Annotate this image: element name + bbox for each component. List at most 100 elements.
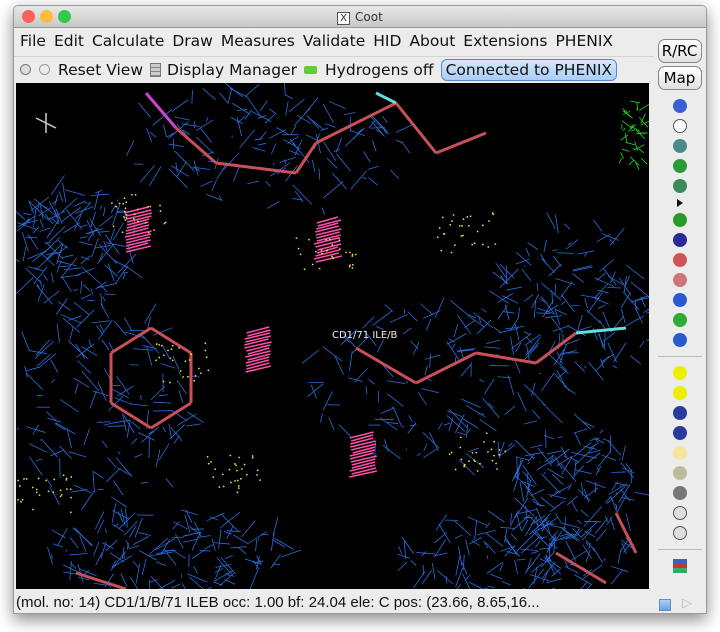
density-mesh-line (490, 573, 503, 580)
density-mesh-line (57, 528, 68, 546)
density-mesh-line (448, 408, 469, 429)
minimize-button[interactable] (40, 10, 53, 23)
more-icon[interactable] (676, 199, 683, 207)
phenix-connection-button[interactable]: Connected to PHENIX (440, 58, 618, 81)
density-mesh-line (79, 224, 88, 228)
density-mesh-line (87, 299, 95, 302)
redo-icon[interactable] (672, 526, 687, 540)
contact-dot (115, 205, 118, 208)
flip-peptide-icon[interactable] (672, 293, 687, 307)
density-mesh-line (178, 370, 182, 376)
rotamers-icon[interactable] (672, 233, 687, 247)
density-mesh-line (56, 260, 77, 267)
density-mesh-line (456, 348, 476, 352)
density-mesh-line (526, 345, 530, 363)
map-button[interactable]: Map (657, 66, 702, 90)
add-terminal-residue-icon[interactable] (672, 313, 687, 327)
density-mesh-line (104, 234, 120, 255)
menu-validate[interactable]: Validate (302, 31, 366, 50)
density-mesh-line (236, 117, 243, 137)
rigid-body-fit-icon[interactable] (672, 139, 687, 153)
density-mesh-line (83, 428, 90, 446)
density-mesh-line (586, 309, 601, 324)
menu-extensions[interactable]: Extensions (463, 31, 548, 50)
undo-icon[interactable] (672, 506, 687, 520)
display-manager-button[interactable]: Display Manager (150, 61, 297, 79)
density-mesh-line (181, 583, 189, 594)
density-mesh-line (172, 521, 180, 530)
density-mesh-line (23, 212, 32, 216)
contact-dot (256, 469, 259, 472)
torsion-general-icon[interactable] (672, 273, 687, 287)
zoom-button[interactable] (58, 10, 71, 23)
contact-dot (459, 446, 462, 449)
edit-chi-angles-icon[interactable] (672, 253, 687, 267)
density-mesh-line (609, 517, 615, 531)
add-atom-icon[interactable] (672, 406, 687, 420)
menu-phenix[interactable]: PHENIX (555, 31, 614, 50)
real-space-refine-icon[interactable] (672, 159, 687, 173)
density-mesh-line (465, 539, 470, 556)
menu-draw[interactable]: Draw (172, 31, 213, 50)
contact-dot (123, 197, 126, 200)
density-mesh-line (574, 469, 592, 475)
density-mesh-line (560, 527, 580, 541)
difference-map-line (641, 157, 648, 165)
density-mesh-line (564, 339, 580, 346)
centre-atom-icon[interactable] (672, 119, 687, 133)
density-mesh-line (350, 130, 365, 137)
density-mesh-line (78, 241, 93, 246)
density-mesh-line (168, 143, 184, 148)
density-mesh-line (28, 234, 39, 250)
menu-calculate[interactable]: Calculate (91, 31, 165, 50)
clear-pending-icon[interactable] (672, 486, 687, 500)
contact-dot (112, 225, 115, 228)
menu-file[interactable]: File (20, 31, 46, 50)
molecule-scene[interactable] (14, 82, 664, 607)
density-mesh-line (293, 107, 311, 127)
rrc-button[interactable]: R/RC (657, 39, 702, 63)
density-mesh-line (224, 531, 233, 535)
density-mesh-line (128, 525, 137, 538)
density-mesh-line (416, 452, 421, 456)
regularize-icon[interactable] (672, 179, 687, 193)
density-mesh-line (25, 366, 41, 372)
backbone-torsion-icon[interactable] (672, 333, 687, 347)
back-icon[interactable] (20, 64, 31, 75)
menu-about[interactable]: About (409, 31, 456, 50)
contact-dot (59, 489, 62, 492)
mutate-icon[interactable] (672, 466, 687, 480)
difference-map-line (635, 161, 640, 171)
reset-view-button[interactable]: Reset View (58, 61, 143, 79)
place-atom-icon[interactable] (672, 426, 687, 440)
density-mesh-line (102, 296, 106, 302)
density-mesh-line (547, 468, 564, 479)
hydrogens-button[interactable]: Hydrogens off (304, 61, 434, 79)
close-button[interactable] (22, 10, 35, 23)
density-mesh-line (611, 471, 626, 473)
auto-fit-rotamer-icon[interactable] (672, 213, 687, 227)
status-bar: (mol. no: 14) CD1/1/B/71 ILEB occ: 1.00 … (14, 590, 706, 613)
density-mesh-line (344, 127, 366, 147)
menu-hid[interactable]: HID (373, 31, 402, 50)
play-icon[interactable]: ▷ (682, 595, 692, 610)
window-title: Coot (355, 10, 383, 24)
refine-sphere-icon[interactable] (672, 99, 687, 113)
menu-measures[interactable]: Measures (220, 31, 295, 50)
density-mesh-line (596, 529, 607, 542)
molecular-graphics-view[interactable]: CD1/71 ILE/B (14, 82, 664, 607)
contact-dot (171, 359, 174, 362)
forward-icon[interactable] (39, 64, 50, 75)
density-mesh-line (122, 272, 129, 274)
display-control-icon[interactable] (672, 559, 687, 573)
menu-edit[interactable]: Edit (53, 31, 84, 50)
density-mesh-line (114, 320, 127, 336)
add-alt-conf-icon[interactable] (672, 446, 687, 460)
delete-icon[interactable] (672, 366, 687, 380)
find-waters-icon[interactable] (672, 386, 687, 400)
contact-dot (469, 215, 472, 218)
density-mesh-line (123, 553, 125, 559)
difference-map-line (632, 148, 636, 151)
density-mesh-line (587, 292, 603, 313)
density-mesh-line (22, 246, 27, 262)
